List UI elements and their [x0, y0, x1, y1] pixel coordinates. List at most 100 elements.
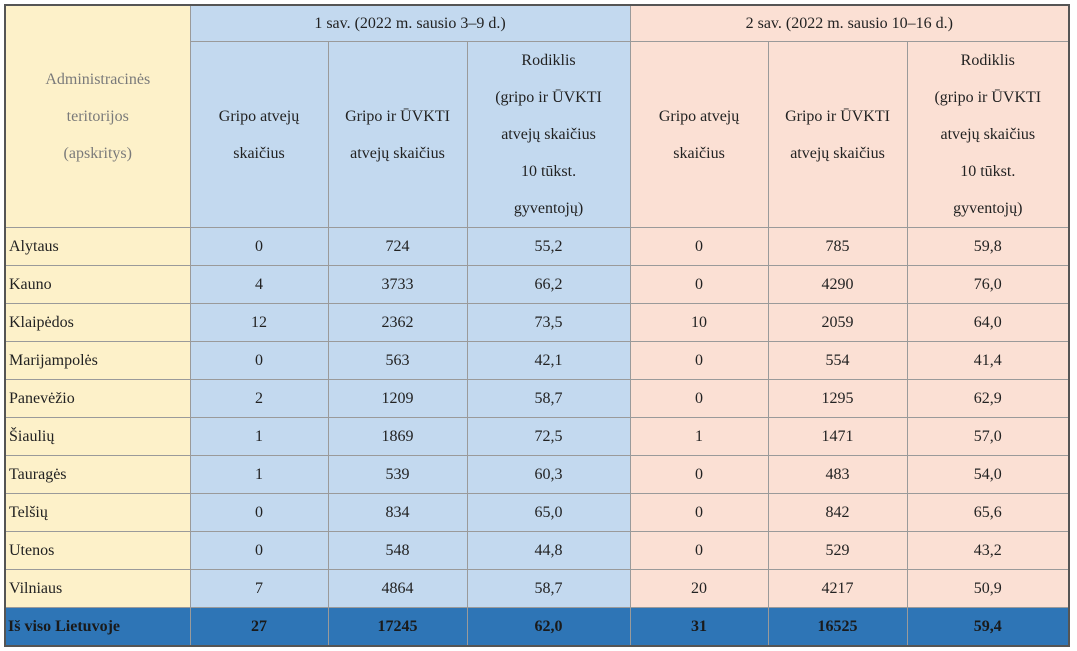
column-header: Gripo ir ŪVKTI atvejų skaičius — [767, 41, 908, 228]
value-cell: 4864 — [327, 569, 468, 608]
value-cell: 0 — [629, 531, 769, 570]
region-cell: Panevėžio — [4, 379, 191, 418]
value-cell: 1 — [629, 417, 769, 456]
value-cell: 529 — [767, 531, 908, 570]
value-cell: 834 — [327, 493, 468, 532]
cell-line: atvejų skaičius — [940, 126, 1036, 143]
value-cell: 1 — [189, 417, 329, 456]
cell-line: teritorijos — [66, 108, 129, 125]
value-cell: 65,0 — [466, 493, 631, 532]
value-cell: 62,0 — [466, 607, 631, 647]
value-cell: 59,8 — [906, 227, 1070, 266]
group-header: 2 sav. (2022 m. sausio 10–16 d.) — [629, 4, 1070, 42]
value-cell: 54,0 — [906, 455, 1070, 494]
cell-line: skaičius — [673, 144, 725, 162]
value-cell: 0 — [189, 341, 329, 380]
cell-line: atvejų skaičius — [350, 144, 445, 162]
cell-line: skaičius — [233, 144, 285, 162]
cell-line: gyventojų) — [513, 200, 584, 217]
flu-table: Administracinės teritorijos (apskritys) 1 s… — [4, 4, 1071, 647]
group-header-row: Administracinės teritorijos (apskritys) 1 s… — [4, 4, 1070, 228]
region-cell: Klaipėdos — [4, 303, 191, 342]
value-cell: 72,5 — [466, 417, 631, 456]
cell-line: 10 tūkst. — [960, 163, 1016, 180]
region-cell: Kauno — [4, 265, 191, 304]
value-cell: 41,4 — [906, 341, 1070, 380]
cell-line: Administracinės — [45, 71, 151, 88]
column-header: Gripo atvejų skaičius — [629, 41, 769, 228]
value-cell: 785 — [767, 227, 908, 266]
value-cell: 0 — [629, 265, 769, 304]
value-cell: 50,9 — [906, 569, 1070, 608]
value-cell: 4290 — [767, 265, 908, 304]
data-row: Panevėžio 2 1209 58,7 0 1295 62,9 — [4, 379, 1070, 418]
region-cell: Marijampolės — [4, 341, 191, 380]
data-row: Tauragės 1 539 60,3 0 483 54,0 — [4, 455, 1070, 494]
value-cell: 554 — [767, 341, 908, 380]
data-row: Alytaus 0 724 55,2 0 785 59,8 — [4, 227, 1070, 266]
value-cell: 73,5 — [466, 303, 631, 342]
cell-line: (apskritys) — [63, 145, 132, 162]
value-cell: 0 — [189, 531, 329, 570]
value-cell: 42,1 — [466, 341, 631, 380]
value-cell: 62,9 — [906, 379, 1070, 418]
data-row: Utenos 0 548 44,8 0 529 43,2 — [4, 531, 1070, 570]
value-cell: 1869 — [327, 417, 468, 456]
data-row: Vilniaus 7 4864 58,7 20 4217 50,9 — [4, 569, 1070, 608]
value-cell: 59,4 — [906, 607, 1070, 647]
value-cell: 2059 — [767, 303, 908, 342]
value-cell: 0 — [189, 227, 329, 266]
value-cell: 1295 — [767, 379, 908, 418]
region-cell: Tauragės — [4, 455, 191, 494]
value-cell: 0 — [629, 341, 769, 380]
value-cell: 0 — [629, 379, 769, 418]
value-cell: 4 — [189, 265, 329, 304]
column-header: Gripo atvejų skaičius — [189, 41, 329, 228]
corner-header: Administracinės teritorijos (apskritys) — [4, 4, 191, 228]
cell-line: Rodiklis — [521, 52, 576, 69]
value-cell: 58,7 — [466, 569, 631, 608]
value-cell: 2362 — [327, 303, 468, 342]
cell-line: Gripo ir ŪVKTI — [345, 107, 450, 125]
value-cell: 4217 — [767, 569, 908, 608]
value-cell: 548 — [327, 531, 468, 570]
value-cell: 57,0 — [906, 417, 1070, 456]
region-cell: Iš viso Lietuvoje — [4, 607, 191, 647]
total-row: Iš viso Lietuvoje 27 17245 62,0 31 16525 59,4 — [4, 607, 1070, 647]
value-cell: 31 — [629, 607, 769, 647]
value-cell: 539 — [327, 455, 468, 494]
cell-line: (gripo ir ŪVKTI — [495, 89, 602, 106]
cell-line: Gripo atvejų — [658, 107, 740, 125]
region-cell: Vilniaus — [4, 569, 191, 608]
column-header: Rodiklis (gripo ir ŪVKTI atvejų skaičius 10… — [466, 41, 631, 228]
value-cell: 76,0 — [906, 265, 1070, 304]
value-cell: 0 — [629, 455, 769, 494]
data-row: Marijampolės 0 563 42,1 0 554 41,4 — [4, 341, 1070, 380]
value-cell: 43,2 — [906, 531, 1070, 570]
cell-line: (gripo ir ŪVKTI — [934, 89, 1042, 106]
value-cell: 1 — [189, 455, 329, 494]
value-cell: 27 — [189, 607, 329, 647]
column-header-row: Gripo atvejų skaičius Gripo ir ŪVKTI atvejų… — [5, 41, 1070, 228]
cell-line: 10 tūkst. — [520, 163, 577, 180]
region-cell: Alytaus — [4, 227, 191, 266]
value-cell: 0 — [629, 227, 769, 266]
region-cell: Telšių — [4, 493, 191, 532]
cell-line: Gripo atvejų — [218, 107, 300, 125]
value-cell: 44,8 — [466, 531, 631, 570]
value-cell: 65,6 — [906, 493, 1070, 532]
cell-line: atvejų skaičius — [501, 126, 596, 143]
value-cell: 0 — [629, 493, 769, 532]
value-cell: 3733 — [327, 265, 468, 304]
column-header: Rodiklis (gripo ir ŪVKTI atvejų skaičius 10… — [906, 41, 1070, 228]
value-cell: 20 — [629, 569, 769, 608]
value-cell: 10 — [629, 303, 769, 342]
data-row: Šiaulių 1 1869 72,5 1 1471 57,0 — [4, 417, 1070, 456]
value-cell: 563 — [327, 341, 468, 380]
value-cell: 16525 — [767, 607, 908, 647]
value-cell: 12 — [189, 303, 329, 342]
data-row: Telšių 0 834 65,0 0 842 65,6 — [4, 493, 1070, 532]
value-cell: 60,3 — [466, 455, 631, 494]
value-cell: 724 — [327, 227, 468, 266]
